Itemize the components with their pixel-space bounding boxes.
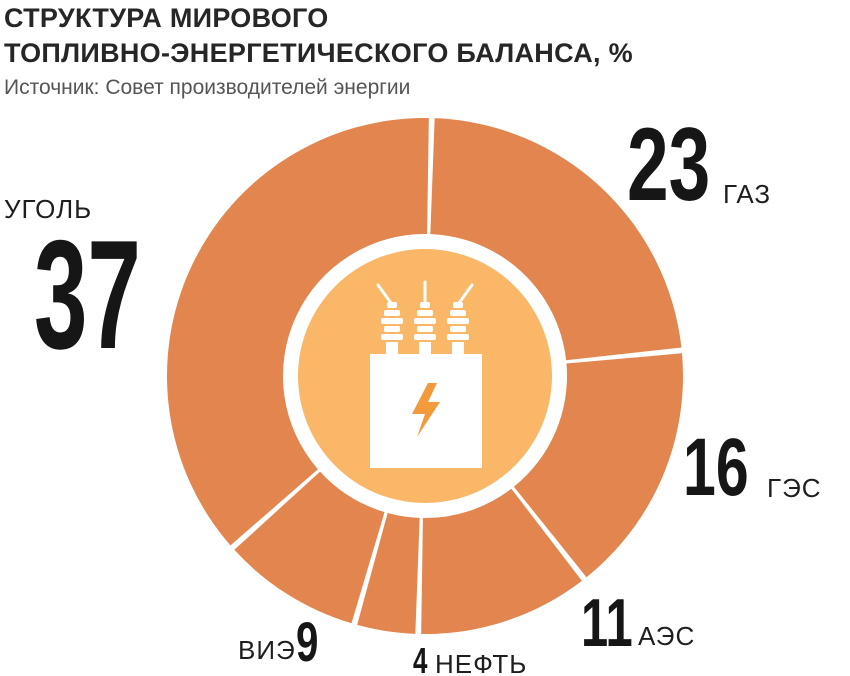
slice-neft: [357, 512, 420, 634]
slice-ges: [513, 353, 683, 578]
chart-title-line-2: ТОПЛИВНО-ЭНЕРГЕТИЧЕСКОГО БАЛАНСА, %: [4, 38, 633, 68]
slice-aes: [421, 488, 582, 634]
value-label-aes: 11: [581, 584, 633, 661]
category-label-ugol: УГОЛЬ: [4, 194, 92, 224]
category-label-ges: ГЭС: [767, 473, 822, 503]
value-label-ges: 16: [683, 422, 749, 514]
chart-title-line-1: СТРУКТУРА МИРОВОГО: [4, 3, 329, 33]
value-label-vie: 9: [296, 612, 318, 674]
slice-vie: [234, 471, 385, 624]
value-label-neft: 4: [413, 641, 428, 676]
slice-gaz: [430, 118, 682, 361]
category-label-gaz: ГАЗ: [723, 179, 771, 209]
category-label-vie: ВИЭ: [238, 635, 296, 665]
slice-ugol: [166, 117, 429, 546]
value-label-ugol: 37: [34, 209, 141, 382]
category-label-aes: АЭС: [638, 621, 695, 651]
value-label-gaz: 23: [627, 107, 710, 223]
donut-slices: [166, 117, 683, 634]
chart-source: Источник: Совет производителей энергии: [4, 76, 411, 99]
category-label-neft: НЕФТЬ: [435, 649, 527, 676]
transformer-icon: [370, 280, 482, 468]
lightning-bolt-icon: [412, 383, 440, 437]
